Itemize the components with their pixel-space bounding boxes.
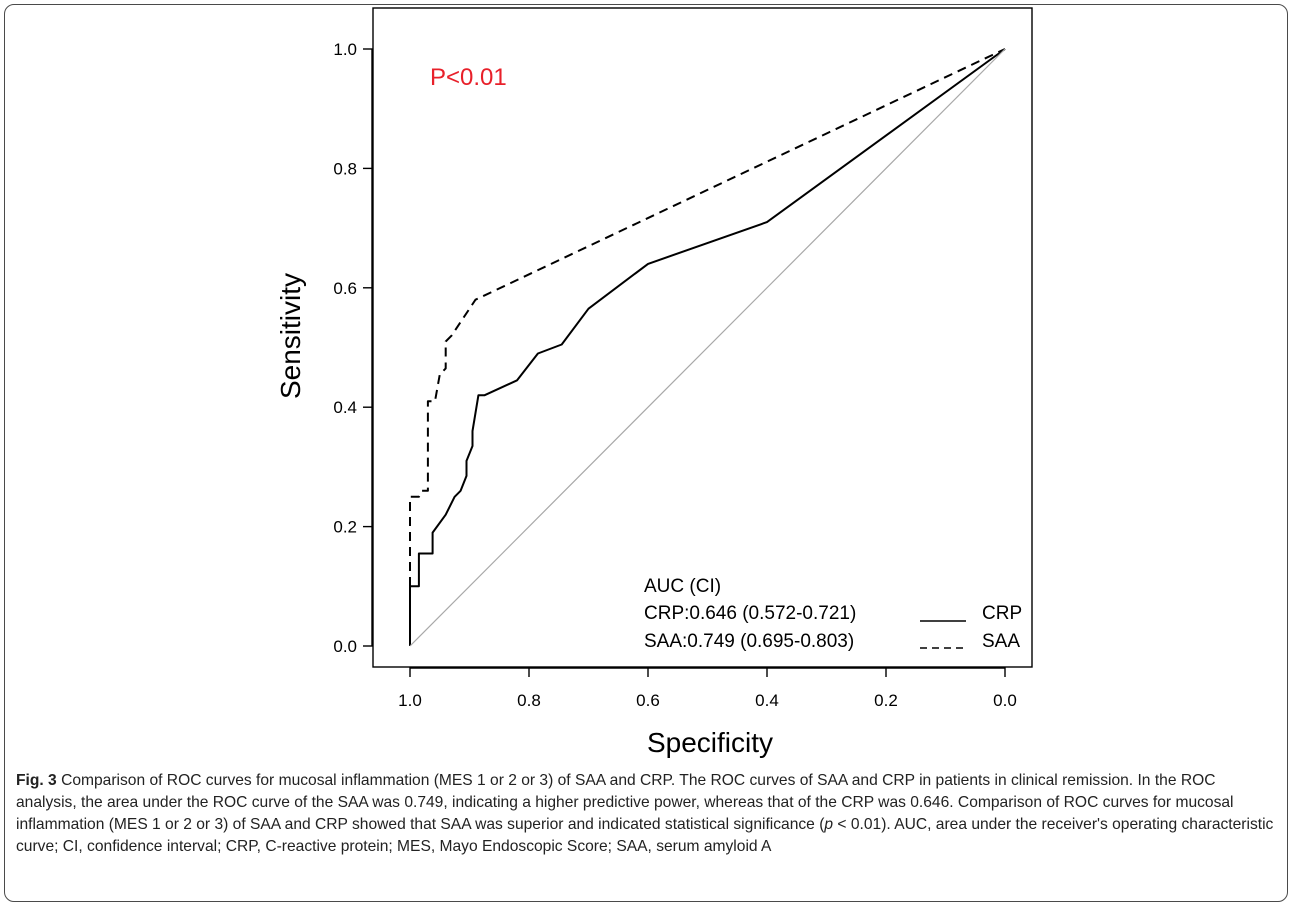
plot-area-border	[372, 7, 1033, 668]
x-tick-label: 0.8	[517, 691, 541, 710]
roc-curves	[409, 48, 1006, 647]
x-tick-label: 1.0	[398, 691, 422, 710]
legend: AUC (CI) CRP:0.646 (0.572-0.721) SAA:0.7…	[644, 576, 1022, 652]
roc-chart: 1.0 0.8 0.6 0.4 0.2 0.0 0.0 0.2 0.4 0.6 0.8 1.0 P<0…	[275, 7, 1033, 758]
legend-crp-name: CRP	[982, 603, 1022, 624]
axes: 1.0 0.8 0.6 0.4 0.2 0.0 0.0 0.2 0.4 0.6 0.8 1.0	[333, 40, 1016, 710]
y-tick-label: 0.6	[333, 279, 357, 298]
reference-diagonal	[409, 48, 1006, 647]
x-tick-label: 0.0	[993, 691, 1017, 710]
figure-label: Fig. 3	[16, 772, 57, 789]
x-tick-label: 0.6	[636, 691, 660, 710]
caption-text-2: < 0.01). AUC, area under the receiver's …	[16, 816, 1274, 855]
y-tick-label: 0.2	[333, 518, 357, 537]
caption-p-italic: p	[824, 816, 834, 833]
x-axis-label: Specificity	[647, 727, 773, 758]
legend-title: AUC (CI)	[644, 576, 721, 597]
x-tick-label: 0.4	[755, 691, 779, 710]
legend-saa-name: SAA	[982, 631, 1020, 652]
crp-roc-curve	[409, 48, 1006, 646]
figure-caption: Fig. 3 Comparison of ROC curves for muco…	[16, 770, 1276, 858]
saa-roc-curve	[409, 48, 1006, 646]
figure-frame	[4, 4, 1288, 902]
y-axis-label: Sensitivity	[275, 273, 306, 399]
y-tick-label: 0.8	[333, 159, 357, 178]
y-tick-label: 1.0	[333, 40, 357, 59]
x-tick-label: 0.2	[874, 691, 898, 710]
legend-saa-auc: SAA:0.749 (0.695-0.803)	[644, 631, 854, 652]
y-tick-label: 0.0	[333, 637, 357, 656]
y-tick-label: 0.4	[333, 398, 357, 417]
p-value-annotation: P<0.01	[430, 64, 507, 91]
caption-text-1: Comparison of ROC curves for mucosal inf…	[16, 772, 1234, 833]
legend-crp-auc: CRP:0.646 (0.572-0.721)	[644, 603, 856, 624]
